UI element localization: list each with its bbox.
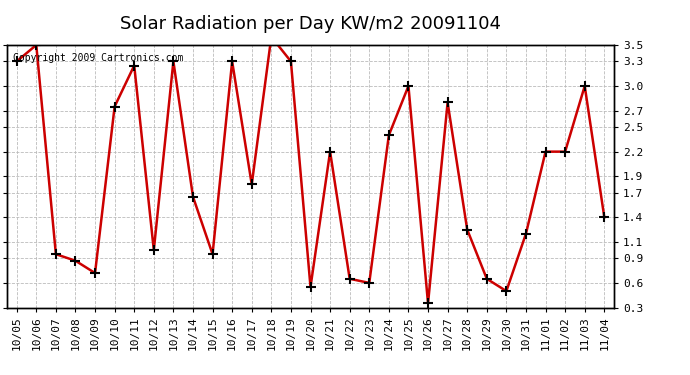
Text: Copyright 2009 Cartronics.com: Copyright 2009 Cartronics.com xyxy=(13,53,184,63)
Text: Solar Radiation per Day KW/m2 20091104: Solar Radiation per Day KW/m2 20091104 xyxy=(120,15,501,33)
